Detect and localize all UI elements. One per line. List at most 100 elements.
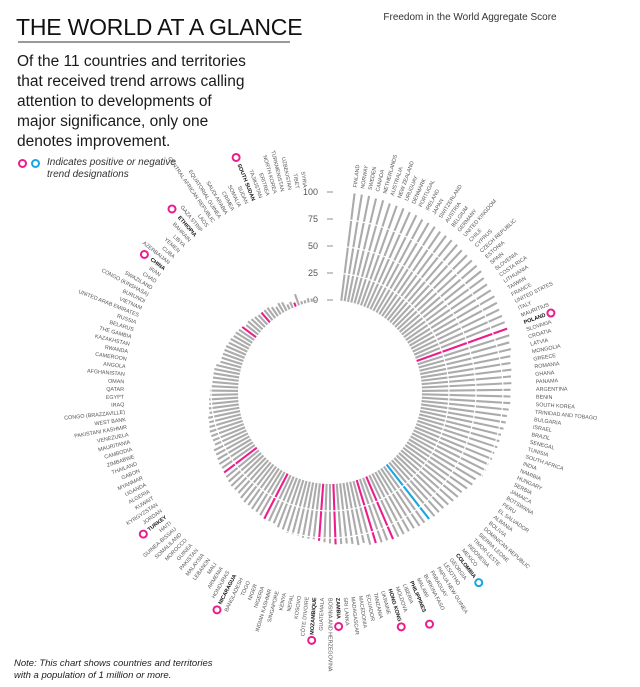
country-label: NEPAL (287, 594, 296, 612)
bar-lebanon (247, 465, 277, 506)
bar-liberia (362, 477, 389, 541)
footnote: Note: This chart shows countries and ter… (14, 658, 213, 681)
bar-greece (420, 361, 511, 379)
country-label: NIGER (247, 583, 259, 601)
bar-south-korea (421, 396, 511, 405)
country-label: ISRAEL (532, 425, 552, 434)
country-label: MACEDONIA (357, 595, 368, 629)
bar-timor-leste (393, 457, 445, 509)
bar-mauritius (415, 321, 506, 359)
bar-pakistan (240, 461, 272, 499)
country-label: MADAGASCAR (349, 596, 359, 635)
bar-myanmar (214, 429, 247, 446)
bar-sri-lanka (335, 483, 343, 545)
labels-group: FINLANDNORWAYSWEDENCANADANETHERLANDSAUST… (64, 150, 597, 672)
country-label: LATVIA (530, 338, 549, 348)
bar-somalia (286, 304, 291, 310)
bar-tajikistan (293, 293, 300, 306)
bar-cyprus (394, 254, 468, 328)
y-axis-label: Freedom in the World Aggregate Score (383, 12, 557, 23)
bar-benin (421, 393, 511, 398)
bar-peru (406, 441, 473, 486)
bar-austria (381, 230, 442, 317)
bar-kyrgyzstan (218, 441, 254, 465)
country-label: SRI LANKA (342, 597, 350, 626)
negative-trend-arrow-icon (546, 308, 556, 318)
bar-turkmenistan (306, 298, 310, 303)
bar-togo (272, 476, 295, 524)
country-label: FINLAND (353, 164, 362, 188)
bar-south-sudan (293, 302, 297, 307)
bar-egypt (209, 393, 239, 397)
negative-trend-arrow-icon (167, 204, 177, 214)
bar-afghanistan (212, 380, 239, 386)
subtitle: Of the 11 countries and territories that… (17, 53, 246, 150)
bar-haiti (225, 449, 260, 478)
country-label: QATAR (106, 387, 124, 393)
bar-united-kingdom (389, 244, 458, 324)
bar-hungary (413, 429, 489, 466)
bar-mozambique (317, 483, 325, 541)
bar-philippines (365, 476, 395, 540)
negative-trend-arrow-icon (212, 605, 222, 615)
bar-somaliland (230, 454, 265, 487)
chart-legend: Indicates positive or negative trend des… (18, 157, 187, 181)
bar-bolivia (400, 449, 459, 498)
country-label: MALI (206, 562, 218, 576)
bar-ecuador (345, 482, 360, 546)
y-tick-label: 0 (313, 295, 318, 305)
bar-slovakia (417, 334, 510, 366)
bar-angola (212, 376, 239, 382)
negative-trend-arrow-icon (231, 152, 241, 162)
bar-turkey (223, 446, 258, 474)
bar-morocco (234, 457, 267, 491)
bar-bangladesh (268, 474, 292, 522)
bar-iran (238, 328, 255, 341)
country-label: EGYPT (106, 395, 125, 401)
country-label: AFGHANISTAN (87, 369, 125, 378)
title-divider (18, 41, 290, 43)
bar-china (241, 326, 257, 339)
negative-trend-arrow-icon (425, 619, 435, 629)
bar-gaza-strip (263, 309, 274, 321)
country-label: BOSNIA AND HERZEGOVINA (327, 598, 333, 672)
bar-latvia (419, 348, 512, 372)
bar-macedonia (342, 482, 354, 545)
bar-united-states (412, 308, 500, 353)
bar-congo-brazzaville- (209, 399, 239, 405)
bar-libya (254, 316, 266, 328)
country-label: IRAQ (111, 402, 125, 409)
bar-uzbekistan (310, 298, 314, 302)
bar-mongolia (420, 355, 511, 376)
bar-zimbabwe (209, 419, 243, 433)
bar-the-gambia (220, 360, 242, 369)
country-label: SWEDEN (368, 166, 379, 190)
bar-tanzania (349, 481, 365, 544)
country-label: CAMEROON (95, 352, 127, 363)
bar-eritrea (300, 300, 304, 305)
country-label: CÔTE D'IVOIRE (299, 596, 310, 637)
country-label: TIBET (291, 173, 299, 190)
bar-slovenia (403, 277, 485, 339)
axis-group: 0 25 50 75 100 Freedom in the World Aggregate… (303, 12, 557, 305)
country-label: CANADA (375, 169, 386, 193)
country-label: BENIN (536, 395, 553, 401)
bar-crimea (281, 301, 288, 312)
bar-paraguay (374, 471, 410, 532)
country-label: MOZAMBIQUE (310, 597, 319, 635)
country-label: PANAMA (536, 378, 559, 385)
bar-colombia (385, 463, 430, 520)
bar-ethiopia (260, 311, 271, 324)
bar-chile (391, 249, 463, 326)
country-label: OMAN (108, 379, 125, 386)
y-tick-label: 75 (308, 214, 318, 224)
bar-malaysia (243, 463, 275, 503)
bar-costa-rica (405, 283, 488, 341)
bar-cambodia (209, 416, 242, 428)
country-label: MONGOLIA (532, 344, 562, 356)
bar-cuba (247, 320, 262, 333)
bar-tunisia (418, 416, 500, 443)
page-title: THE WORLD AT A GLANCE (16, 14, 303, 40)
country-label: TANZANIA (372, 592, 384, 619)
